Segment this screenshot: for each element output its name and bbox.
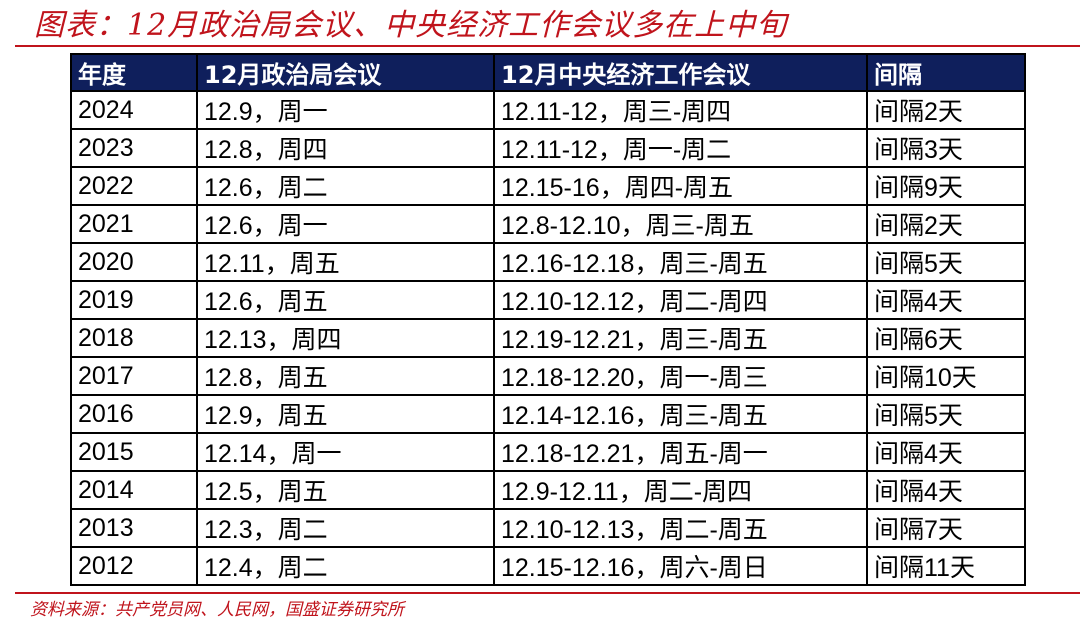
cell-conference-dates: 12.9-12.11，周二-周四 <box>493 470 868 510</box>
cell-year: 2021 <box>70 204 198 244</box>
cell-interval: 间隔11天 <box>866 546 1026 586</box>
cell-conference-dates: 12.11-12，周一-周二 <box>493 128 868 168</box>
header-politburo-meeting: 12月政治局会议 <box>196 53 495 92</box>
cell-interval: 间隔4天 <box>866 470 1026 510</box>
cell-year: 2017 <box>70 356 198 396</box>
cell-politburo-date: 12.11，周五 <box>196 242 495 282</box>
table-body: 2024 12.9，周一 12.11-12，周三-周四 间隔2天 2023 12.8，周四… <box>70 90 1026 586</box>
table-row: 2020 12.11，周五 12.16-12.18，周三-周五 间隔5天 <box>70 242 1026 282</box>
title-divider <box>15 45 1080 47</box>
table-row: 2013 12.3，周二 12.10-12.13，周二-周五 间隔7天 <box>70 508 1026 548</box>
table-row: 2014 12.5，周五 12.9-12.11，周二-周四 间隔4天 <box>70 470 1026 510</box>
cell-year: 2012 <box>70 546 198 586</box>
cell-politburo-date: 12.9，周一 <box>196 90 495 130</box>
header-year: 年度 <box>70 53 198 92</box>
cell-conference-dates: 12.10-12.13，周二-周五 <box>493 508 868 548</box>
cell-interval: 间隔10天 <box>866 356 1026 396</box>
table-row: 2021 12.6，周一 12.8-12.10，周三-周五 间隔2天 <box>70 204 1026 244</box>
cell-year: 2022 <box>70 166 198 206</box>
cell-year: 2020 <box>70 242 198 282</box>
figure-title: 图表：12月政治局会议、中央经济工作会议多在上中旬 <box>34 8 788 43</box>
cell-politburo-date: 12.13，周四 <box>196 318 495 358</box>
cell-year: 2019 <box>70 280 198 320</box>
cell-interval: 间隔9天 <box>866 166 1026 206</box>
cell-year: 2014 <box>70 470 198 510</box>
table-header-row: 年度 12月政治局会议 12月中央经济工作会议 间隔 <box>70 53 1026 92</box>
cell-interval: 间隔4天 <box>866 280 1026 320</box>
cell-politburo-date: 12.8，周四 <box>196 128 495 168</box>
cell-politburo-date: 12.8，周五 <box>196 356 495 396</box>
cell-interval: 间隔3天 <box>866 128 1026 168</box>
cell-interval: 间隔2天 <box>866 204 1026 244</box>
cell-interval: 间隔7天 <box>866 508 1026 548</box>
cell-conference-dates: 12.15-16，周四-周五 <box>493 166 868 206</box>
header-economic-work-conference: 12月中央经济工作会议 <box>493 53 868 92</box>
table-row: 2023 12.8，周四 12.11-12，周一-周二 间隔3天 <box>70 128 1026 168</box>
cell-year: 2018 <box>70 318 198 358</box>
table-row: 2024 12.9，周一 12.11-12，周三-周四 间隔2天 <box>70 90 1026 130</box>
table-row: 2019 12.6，周五 12.10-12.12，周二-周四 间隔4天 <box>70 280 1026 320</box>
table-row: 2017 12.8，周五 12.18-12.20，周一-周三 间隔10天 <box>70 356 1026 396</box>
table-row: 2012 12.4，周二 12.15-12.16，周六-周日 间隔11天 <box>70 546 1026 586</box>
cell-year: 2023 <box>70 128 198 168</box>
cell-politburo-date: 12.5，周五 <box>196 470 495 510</box>
cell-interval: 间隔2天 <box>866 90 1026 130</box>
table-row: 2022 12.6，周二 12.15-16，周四-周五 间隔9天 <box>70 166 1026 206</box>
cell-interval: 间隔5天 <box>866 394 1026 434</box>
cell-politburo-date: 12.4，周二 <box>196 546 495 586</box>
cell-conference-dates: 12.18-12.20，周一-周三 <box>493 356 868 396</box>
table-row: 2016 12.9，周五 12.14-12.16，周三-周五 间隔5天 <box>70 394 1026 434</box>
cell-politburo-date: 12.9，周五 <box>196 394 495 434</box>
cell-conference-dates: 12.10-12.12，周二-周四 <box>493 280 868 320</box>
cell-conference-dates: 12.14-12.16，周三-周五 <box>493 394 868 434</box>
table-row: 2018 12.13，周四 12.19-12.21，周三-周五 间隔6天 <box>70 318 1026 358</box>
cell-politburo-date: 12.6，周二 <box>196 166 495 206</box>
cell-politburo-date: 12.6，周五 <box>196 280 495 320</box>
cell-year: 2013 <box>70 508 198 548</box>
cell-conference-dates: 12.18-12.21，周五-周一 <box>493 432 868 472</box>
source-divider <box>15 592 1080 594</box>
source-note: 资料来源：共产党员网、人民网，国盛证券研究所 <box>30 600 404 620</box>
cell-year: 2016 <box>70 394 198 434</box>
cell-conference-dates: 12.19-12.21，周三-周五 <box>493 318 868 358</box>
header-interval: 间隔 <box>866 53 1026 92</box>
cell-interval: 间隔4天 <box>866 432 1026 472</box>
cell-conference-dates: 12.8-12.10，周三-周五 <box>493 204 868 244</box>
cell-politburo-date: 12.6，周一 <box>196 204 495 244</box>
table-row: 2015 12.14，周一 12.18-12.21，周五-周一 间隔4天 <box>70 432 1026 472</box>
cell-interval: 间隔6天 <box>866 318 1026 358</box>
cell-conference-dates: 12.11-12，周三-周四 <box>493 90 868 130</box>
cell-conference-dates: 12.15-12.16，周六-周日 <box>493 546 868 586</box>
cell-politburo-date: 12.14，周一 <box>196 432 495 472</box>
cell-politburo-date: 12.3，周二 <box>196 508 495 548</box>
cell-year: 2015 <box>70 432 198 472</box>
cell-year: 2024 <box>70 90 198 130</box>
meeting-dates-table: 年度 12月政治局会议 12月中央经济工作会议 间隔 2024 12.9，周一 12… <box>70 53 1026 586</box>
cell-conference-dates: 12.16-12.18，周三-周五 <box>493 242 868 282</box>
cell-interval: 间隔5天 <box>866 242 1026 282</box>
